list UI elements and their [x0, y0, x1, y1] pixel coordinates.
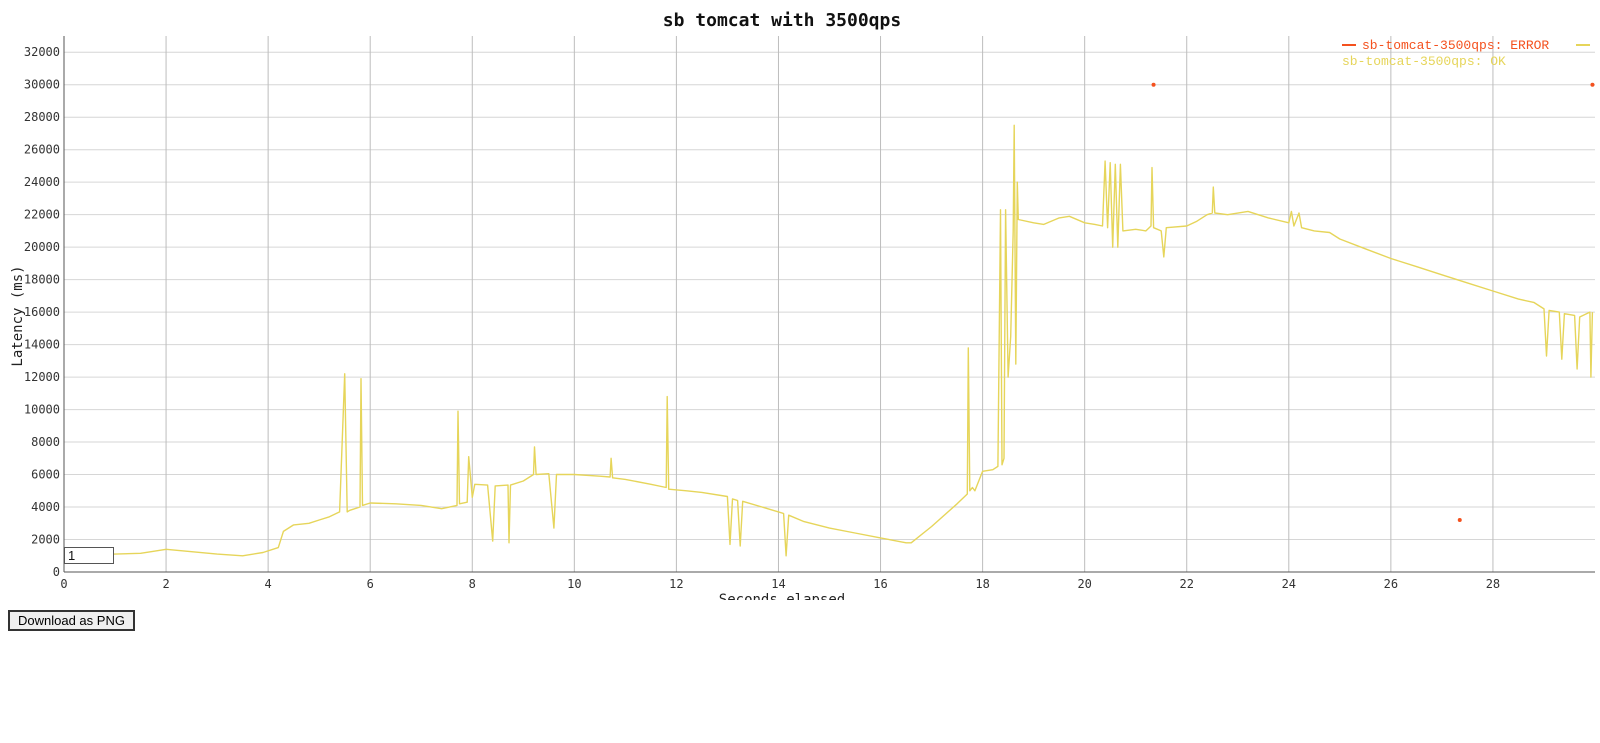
y-tick-label: 4000 [31, 500, 60, 514]
series-layer [63, 82, 1595, 557]
rolling-period-input[interactable] [64, 547, 114, 564]
y-tick-label: 14000 [24, 338, 60, 352]
y-tick-label: 18000 [24, 273, 60, 287]
series-line-ok [63, 124, 1594, 557]
y-tick-label: 30000 [24, 78, 60, 92]
y-tick-label: 24000 [24, 175, 60, 189]
x-tick-label: 16 [873, 577, 887, 591]
y-tick-label: 16000 [24, 305, 60, 319]
x-tick-label: 4 [265, 577, 272, 591]
grid [64, 36, 1595, 573]
x-tick-label: 0 [60, 577, 67, 591]
x-tick-label: 14 [771, 577, 785, 591]
x-tick-label: 28 [1486, 577, 1500, 591]
y-axis-label: Latency (ms) [10, 265, 26, 366]
x-tick-label: 2 [162, 577, 169, 591]
x-tick-label: 6 [367, 577, 374, 591]
x-tick-label: 18 [975, 577, 989, 591]
download-png-button[interactable]: Download as PNG [8, 610, 135, 631]
x-axis-label: Seconds elapsed [719, 592, 845, 600]
y-tick-label: 10000 [24, 403, 60, 417]
y-tick-label: 32000 [24, 45, 60, 59]
legend: sb-tomcat-3500qps: ERRORsb-tomcat-3500qp… [1342, 38, 1590, 69]
y-tick-label: 12000 [24, 370, 60, 384]
x-tick-label: 10 [567, 577, 581, 591]
x-tick-label: 12 [669, 577, 683, 591]
x-tick-label: 26 [1384, 577, 1398, 591]
chart-title: sb tomcat with 3500qps [663, 10, 901, 31]
y-tick-label: 6000 [31, 468, 60, 482]
y-tick-label: 28000 [24, 110, 60, 124]
axes: 0200040006000800010000120001400016000180… [24, 36, 1595, 591]
y-tick-label: 26000 [24, 143, 60, 157]
y-tick-label: 20000 [24, 240, 60, 254]
latency-chart: sb tomcat with 3500qps 0 2000 4000 6000 8000… [10, 10, 1595, 600]
x-tick-label: 8 [469, 577, 476, 591]
error-point [1457, 518, 1462, 523]
x-tick-label: 20 [1077, 577, 1091, 591]
legend-item-ok: sb-tomcat-3500qps: OK [1342, 54, 1506, 69]
error-point [1151, 82, 1156, 87]
y-tick-label: 2000 [31, 533, 60, 547]
error-point [1590, 82, 1595, 87]
y-tick-label: 0 [53, 565, 60, 579]
legend-item-error: sb-tomcat-3500qps: ERROR [1362, 38, 1549, 53]
x-tick-label: 24 [1282, 577, 1296, 591]
x-tick-label: 22 [1180, 577, 1194, 591]
y-tick-label: 22000 [24, 208, 60, 222]
y-tick-label: 8000 [31, 435, 60, 449]
